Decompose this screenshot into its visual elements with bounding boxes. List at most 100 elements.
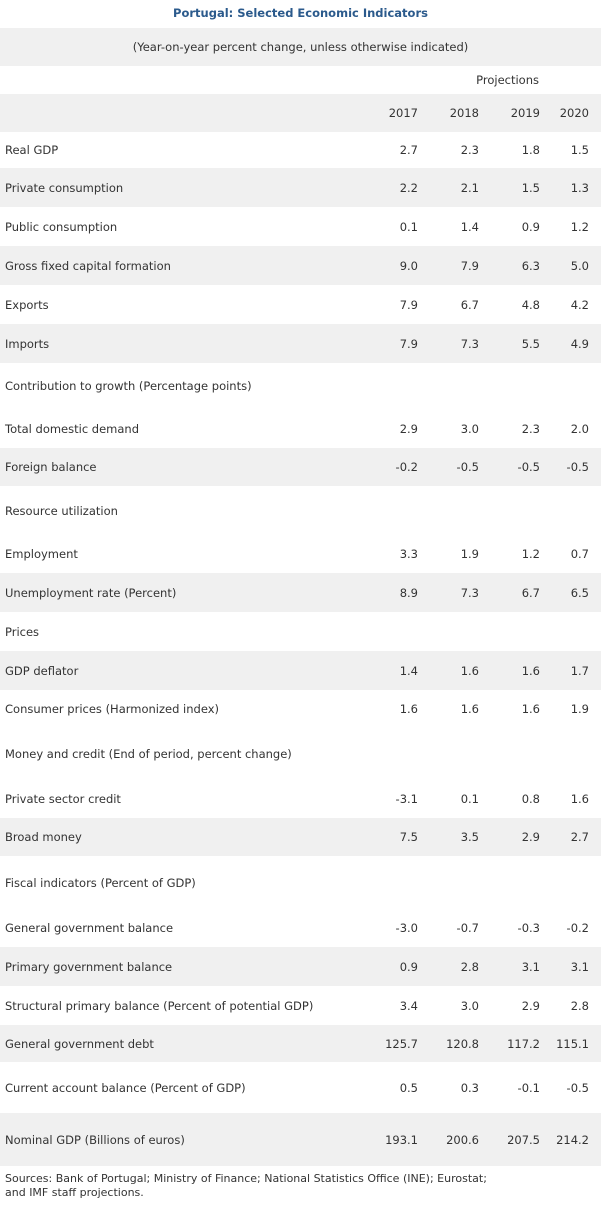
table-cell: 2.0 [570, 421, 589, 436]
table-cell: 9.0 [399, 258, 418, 273]
table-cell: 7.9 [460, 258, 479, 273]
table-cell: 1.9 [460, 547, 479, 561]
row-label: Real GDP [5, 143, 59, 157]
table-cell: 2.9 [399, 421, 418, 436]
row-label: Unemployment rate (Percent) [5, 585, 177, 600]
table-cell: 0.1 [460, 791, 479, 806]
table-row: Public consumption 0.1 1.4 0.9 1.2 [0, 207, 601, 246]
table-cell: 4.2 [570, 297, 589, 312]
table-cell: 1.7 [570, 663, 589, 678]
section-label: Contribution to growth (Percentage point… [5, 379, 252, 393]
table-cell: 6.7 [460, 297, 479, 312]
row-label: Employment [5, 547, 78, 561]
table-row: Broad money 7.5 3.5 2.9 2.7 [0, 818, 601, 856]
table-cell: 1.2 [521, 547, 540, 561]
table-row: Consumer prices (Harmonized index) 1.6 1.6… [0, 690, 601, 728]
table-cell: -0.5 [517, 460, 540, 474]
table-cell: 1.6 [399, 702, 418, 716]
table-cell: 6.5 [570, 585, 589, 600]
row-label: Primary government balance [5, 959, 173, 974]
table-cell: -0.3 [517, 921, 540, 935]
table-row: General government debt 125.7 120.8 117.2 11… [0, 1025, 601, 1062]
subtitle-text: (Year-on-year percent change, unless oth… [132, 40, 469, 54]
table-row: Gross fixed capital formation 9.0 7.9 6.3 5.… [0, 246, 601, 285]
row-label: GDP deflator [5, 663, 79, 678]
table-cell: 0.3 [460, 1080, 479, 1095]
table-cell: -3.0 [395, 921, 418, 935]
table-cell: 2.8 [460, 959, 479, 974]
table-row: GDP deflator 1.4 1.6 1.6 1.7 [0, 651, 601, 690]
table-cell: -0.5 [456, 460, 479, 474]
table-cell: 1.9 [570, 702, 589, 716]
table-row: Private consumption 2.2 2.1 1.5 1.3 [0, 168, 601, 207]
section-label: Resource utilization [5, 503, 118, 518]
table-cell: -0.5 [566, 1080, 589, 1095]
table-cell: 0.8 [521, 791, 540, 806]
table-cell: 5.5 [521, 336, 540, 351]
table-row: Exports 7.9 6.7 4.8 4.2 [0, 285, 601, 324]
table-row: Structural primary balance (Percent of p… [0, 986, 601, 1025]
table-cell: -0.2 [395, 460, 418, 474]
table-cell: 3.0 [460, 421, 479, 436]
section-header-row: Fiscal indicators (Percent of GDP) [0, 856, 601, 909]
table-cell: 0.1 [399, 219, 418, 234]
section-header-row: Money and credit (End of period, percent… [0, 728, 601, 779]
table-row: Imports 7.9 7.3 5.5 4.9 [0, 324, 601, 363]
projections-label: Projections [476, 73, 539, 87]
row-label: Foreign balance [5, 460, 97, 474]
table-cell: 1.6 [570, 791, 589, 806]
table-cell: 8.9 [399, 585, 418, 600]
section-label: Prices [5, 624, 40, 639]
section-header-row: Contribution to growth (Percentage point… [0, 363, 601, 409]
row-label: Public consumption [5, 219, 118, 234]
section-header-row: Resource utilization [0, 486, 601, 535]
table-cell: 2.1 [460, 180, 479, 195]
table-cell: 3.4 [399, 998, 418, 1013]
table-cell: 2.8 [570, 998, 589, 1013]
table-row: Private sector credit -3.1 0.1 0.8 1.6 [0, 779, 601, 818]
table-cell: 125.7 [385, 1036, 418, 1051]
table-cell: -0.7 [456, 921, 479, 935]
table-row: Real GDP 2.7 2.3 1.8 1.5 [0, 132, 601, 168]
row-label: Exports [5, 297, 49, 312]
row-label: Gross fixed capital formation [5, 258, 171, 273]
table-cell: 0.5 [399, 1080, 418, 1095]
table-cell: 7.5 [399, 830, 418, 844]
table-cell: 6.7 [521, 585, 540, 600]
row-label: Structural primary balance (Percent of p… [5, 998, 314, 1013]
table-cell: 7.9 [399, 297, 418, 312]
table-cell: 1.6 [460, 663, 479, 678]
table-cell: 3.1 [521, 959, 540, 974]
year-header: 2019 [510, 106, 540, 120]
table-row: Unemployment rate (Percent) 8.9 7.3 6.7 6.5 [0, 573, 601, 612]
table-row: General government balance -3.0 -0.7 -0.3 -0… [0, 909, 601, 947]
table-cell: 3.3 [399, 547, 418, 561]
table-cell: -0.1 [517, 1080, 540, 1095]
table-row: Employment 3.3 1.9 1.2 0.7 [0, 535, 601, 573]
table-cell: 1.4 [460, 219, 479, 234]
table-cell: 120.8 [446, 1036, 479, 1051]
row-label: Consumer prices (Harmonized index) [5, 702, 220, 716]
table-cell: 7.9 [399, 336, 418, 351]
table-cell: 2.3 [521, 421, 540, 436]
row-label: Total domestic demand [5, 421, 140, 436]
table-cell: 2.3 [460, 143, 479, 157]
table-cell: 117.2 [507, 1036, 540, 1051]
row-label: Current account balance (Percent of GDP) [5, 1080, 246, 1095]
section-label: Fiscal indicators (Percent of GDP) [5, 875, 196, 890]
table-cell: 214.2 [556, 1132, 589, 1147]
table-row: Primary government balance 0.9 2.8 3.1 3.1 [0, 947, 601, 986]
table-row: Foreign balance -0.2 -0.5 -0.5 -0.5 [0, 448, 601, 486]
row-label: Nominal GDP (Billions of euros) [5, 1132, 185, 1147]
table-cell: 2.9 [521, 998, 540, 1013]
row-label: Imports [5, 336, 50, 351]
year-header: 2017 [388, 106, 418, 120]
footnote-line: Sources: Bank of Portugal; Ministry of F… [5, 1172, 487, 1185]
table-cell: 6.3 [521, 258, 540, 273]
row-label: Private sector credit [5, 791, 121, 806]
table-cell: 193.1 [385, 1132, 418, 1147]
row-label: General government debt [5, 1036, 154, 1051]
footnote-line: and IMF staff projections. [5, 1186, 144, 1199]
table-cell: 7.3 [460, 585, 479, 600]
